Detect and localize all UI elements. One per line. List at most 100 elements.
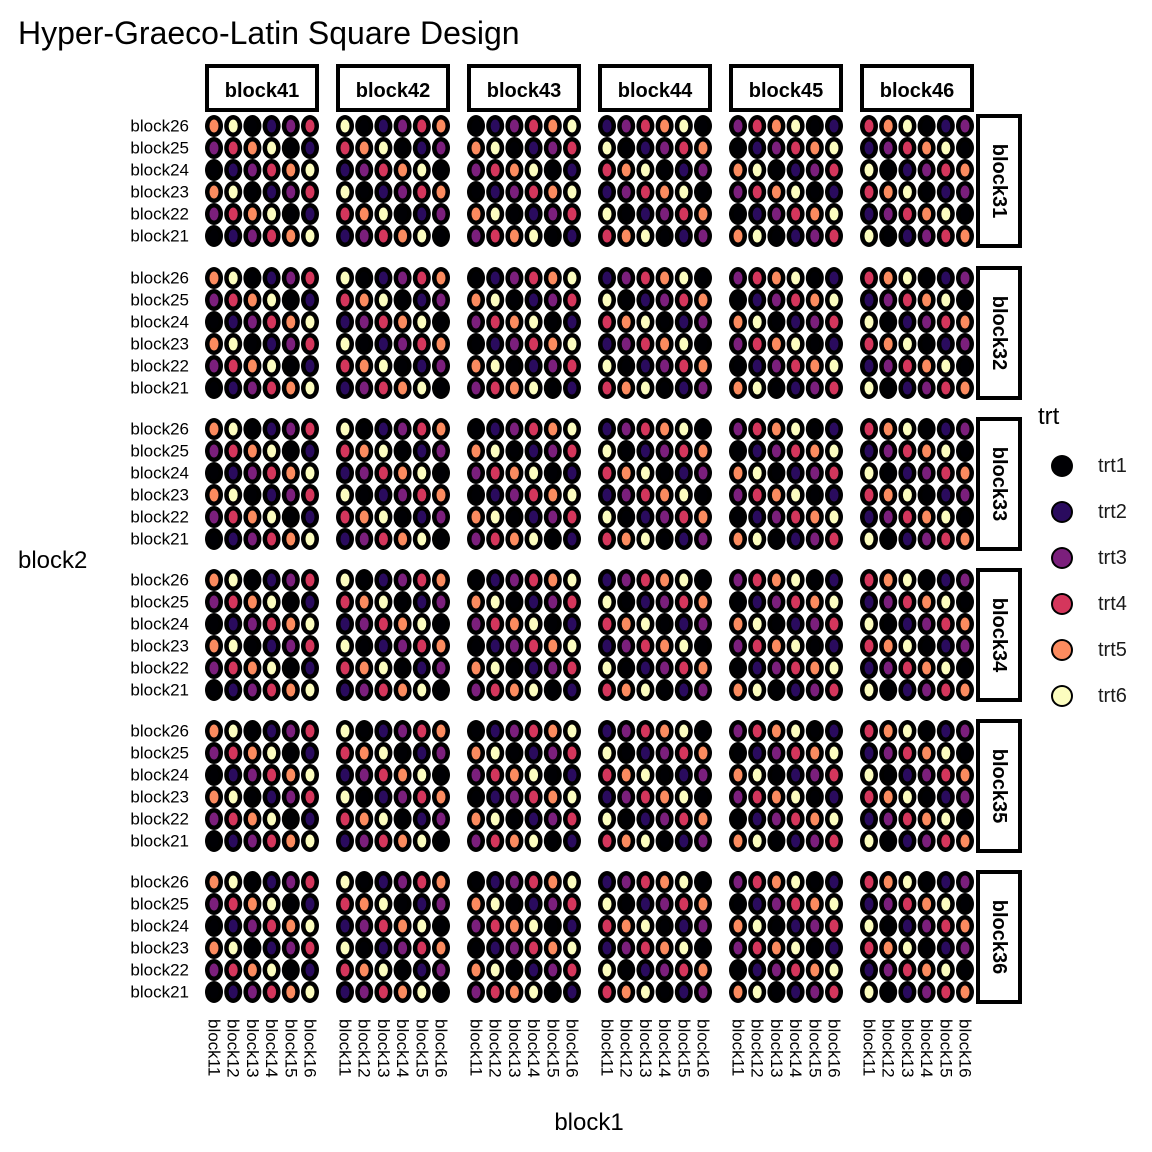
point-trt6 [340,185,350,199]
point-trt1 [922,941,932,955]
point-trt2 [902,985,912,999]
point-trt2 [378,119,388,133]
point-trt5 [548,422,558,436]
point-trt2 [640,444,650,458]
point-trt4 [864,271,874,285]
point-trt6 [378,293,388,307]
point-trt6 [829,207,839,221]
point-trt2 [267,422,277,436]
point-trt1 [883,683,893,697]
panel-block32-block43 [467,267,581,399]
point-trt3 [960,185,970,199]
point-trt6 [567,337,577,351]
point-trt4 [679,510,689,524]
point-trt4 [305,422,315,436]
strip-right-block32: block32 [976,266,1022,400]
point-trt6 [340,119,350,133]
legend-label: trt1 [1098,455,1127,477]
point-trt4 [228,897,238,911]
point-trt3 [660,963,670,977]
point-trt2 [679,229,689,243]
point-trt1 [922,422,932,436]
point-trt4 [228,963,238,977]
point-trt4 [417,271,427,285]
point-trt2 [529,444,539,458]
y-tick-label: block21 [130,530,189,549]
point-trt2 [902,834,912,848]
point-trt5 [247,510,257,524]
point-trt6 [529,315,539,329]
point-trt2 [640,897,650,911]
point-trt2 [267,941,277,955]
point-trt3 [548,897,558,911]
point-trt4 [941,683,951,697]
x-tick-label: block14 [655,1019,674,1078]
point-trt1 [698,724,708,738]
point-trt6 [902,422,912,436]
point-trt2 [679,919,689,933]
point-trt5 [286,768,296,782]
point-trt2 [378,271,388,285]
point-trt2 [529,595,539,609]
point-trt2 [340,768,350,782]
point-trt3 [698,617,708,631]
point-trt5 [660,119,670,133]
point-trt6 [941,963,951,977]
point-trt5 [209,185,219,199]
point-trt2 [941,422,951,436]
point-trt4 [567,510,577,524]
point-trt5 [771,119,781,133]
point-trt6 [679,941,689,955]
point-trt5 [471,746,481,760]
point-trt2 [529,207,539,221]
point-trt6 [640,617,650,631]
strip-right-box [976,417,1022,551]
point-trt3 [436,293,446,307]
x-tick-label: block16 [825,1019,844,1078]
point-trt4 [902,963,912,977]
panel-block34-block46 [860,569,974,701]
y-tick-label: block21 [130,832,189,851]
point-trt2 [679,532,689,546]
point-trt5 [698,812,708,826]
point-trt4 [640,271,650,285]
point-trt3 [359,381,369,395]
point-trt2 [640,293,650,307]
point-trt5 [436,119,446,133]
point-trt6 [864,381,874,395]
y-tick-label: block21 [130,227,189,246]
y-tick-label: block26 [130,873,189,892]
point-trt5 [922,746,932,760]
point-trt1 [621,746,631,760]
point-trt1 [209,919,219,933]
point-trt1 [471,941,481,955]
point-trt4 [679,661,689,675]
point-trt3 [247,315,257,329]
point-trt3 [698,229,708,243]
point-trt4 [640,790,650,804]
point-trt6 [752,768,762,782]
point-trt2 [902,315,912,329]
point-trt4 [267,617,277,631]
point-trt2 [602,941,612,955]
point-trt3 [398,790,408,804]
point-trt3 [922,683,932,697]
point-trt3 [247,532,257,546]
x-tick-label: block16 [563,1019,582,1078]
point-trt4 [752,573,762,587]
strip-top-label: block43 [487,80,561,102]
strip-top-label: block41 [225,80,299,102]
point-trt6 [679,337,689,351]
point-trt2 [941,639,951,653]
point-trt1 [286,661,296,675]
point-trt1 [621,359,631,373]
point-trt2 [602,639,612,653]
point-trt6 [752,617,762,631]
point-trt6 [941,293,951,307]
point-trt6 [864,919,874,933]
point-trt3 [621,337,631,351]
point-trt2 [340,381,350,395]
point-trt1 [698,573,708,587]
point-trt2 [640,746,650,760]
point-trt1 [733,293,743,307]
